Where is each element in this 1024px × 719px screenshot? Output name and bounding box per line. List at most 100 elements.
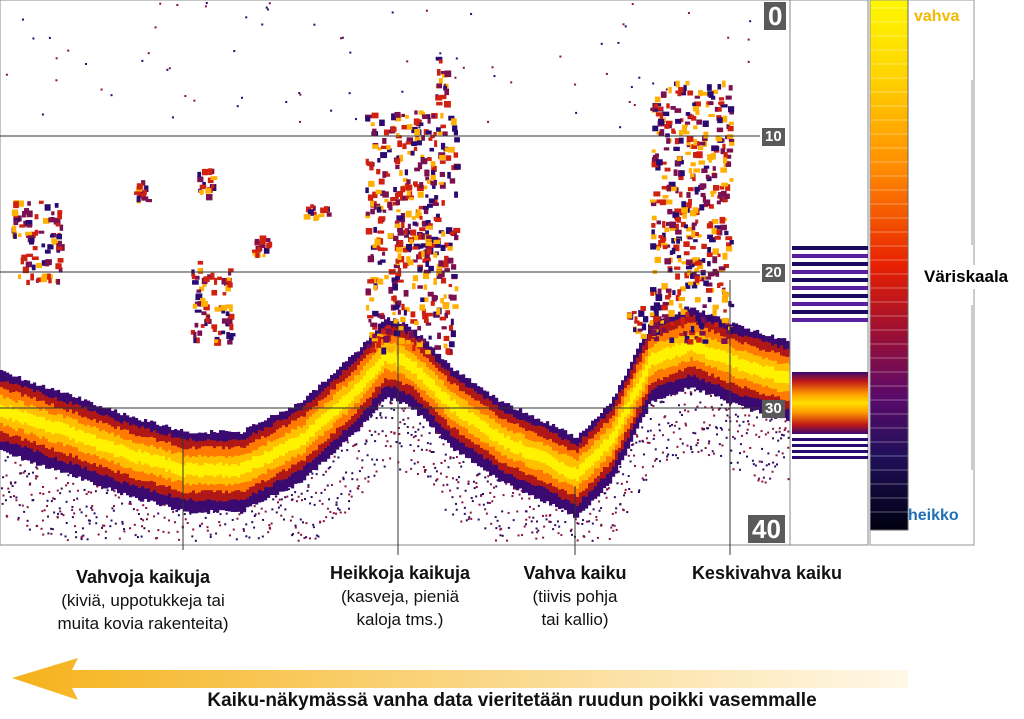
echo-blob [712, 256, 718, 264]
echo-band [12, 409, 16, 422]
echo-speckle [373, 463, 376, 466]
echo-speckle [397, 426, 400, 429]
echo-blob [707, 261, 711, 267]
echo-speckle [349, 51, 352, 54]
echo-speckle [433, 483, 436, 486]
echo-blob [13, 216, 20, 223]
echo-blob [411, 259, 418, 263]
echo-speckle [59, 510, 62, 513]
echo-speckle [72, 482, 75, 485]
echo-speckle [65, 484, 68, 487]
echo-speckle [279, 504, 282, 507]
echo-speckle [649, 429, 652, 432]
echo-band [768, 366, 772, 379]
echo-band [579, 463, 583, 476]
echo-speckle [365, 440, 368, 443]
echo-blob [221, 318, 229, 324]
echo-band [648, 356, 652, 369]
echo-blob [447, 257, 454, 264]
echo-blob [229, 323, 234, 331]
echo-speckle [545, 514, 548, 517]
echo-speckle [73, 512, 76, 515]
echo-blob [664, 227, 670, 233]
echo-speckle [472, 480, 475, 483]
echo-blob [417, 122, 424, 126]
echo-blob [415, 222, 419, 227]
echo-speckle [513, 487, 516, 490]
echo-blob [722, 198, 726, 203]
echo-band [444, 392, 448, 405]
echo-speckle [81, 527, 84, 530]
echo-speckle [73, 499, 76, 502]
echo-blob [190, 329, 195, 335]
echo-blob [403, 309, 407, 316]
echo-speckle [480, 494, 483, 497]
echo-speckle [172, 510, 175, 513]
echo-speckle [297, 495, 300, 498]
echo-speckle [356, 478, 359, 481]
echo-speckle [700, 449, 703, 452]
color-scale-bar [869, 0, 909, 531]
echo-speckle [175, 509, 178, 512]
echo-speckle [671, 454, 674, 457]
echo-blob [422, 114, 429, 120]
echo-blob [722, 252, 728, 260]
echo-blob [200, 297, 206, 301]
echo-speckle [332, 512, 335, 515]
echo-blob [320, 207, 328, 214]
echo-speckle [253, 505, 256, 508]
echo-speckle [300, 492, 303, 495]
echo-blob [665, 199, 673, 205]
echo-blob [681, 207, 688, 214]
echo-blob [677, 156, 682, 162]
echo-speckle [749, 446, 752, 449]
echo-band [93, 434, 97, 447]
echo-speckle [27, 472, 30, 475]
echo-blob [714, 106, 719, 112]
echo-blob [453, 152, 459, 158]
echo-speckle [528, 497, 531, 500]
echo-band [312, 424, 316, 437]
echo-blob [376, 333, 384, 338]
echo-speckle [505, 482, 508, 485]
echo-speckle [65, 521, 68, 524]
echo-speckle [470, 12, 473, 15]
a-scope-stripe [792, 270, 868, 274]
echo-band [582, 462, 586, 475]
echo-blob [655, 112, 663, 117]
echo-blob [720, 148, 726, 155]
echo-blob [228, 272, 232, 276]
echo-blob [431, 165, 435, 173]
echo-speckle [782, 434, 785, 437]
echo-band [474, 415, 478, 428]
echo-band [306, 429, 310, 442]
echo-speckle [478, 503, 481, 506]
depth-label-10: 10 [762, 128, 785, 146]
echo-blob [444, 255, 449, 263]
echo-speckle [633, 464, 636, 467]
echo-band [288, 438, 292, 451]
echo-blob [222, 292, 227, 296]
echo-speckle [390, 402, 393, 405]
echo-blob [698, 141, 706, 146]
echo-speckle [493, 75, 496, 78]
echo-blob [673, 223, 679, 230]
echo-blob [690, 246, 696, 250]
echo-speckle [406, 60, 409, 63]
echo-blob [656, 220, 662, 225]
echo-speckle [499, 528, 502, 531]
echo-blob [439, 171, 446, 177]
echo-speckle [342, 476, 345, 479]
echo-speckle [460, 465, 463, 468]
echo-blob [191, 269, 195, 277]
echo-blob [397, 230, 404, 236]
echo-speckle [71, 508, 74, 511]
echo-speckle [746, 455, 749, 458]
echo-band [447, 394, 451, 407]
echo-band [30, 413, 34, 426]
echo-speckle [713, 414, 716, 417]
echo-speckle [268, 524, 271, 527]
echo-blob [706, 223, 714, 229]
echo-speckle [600, 524, 603, 527]
echo-band [498, 433, 502, 446]
